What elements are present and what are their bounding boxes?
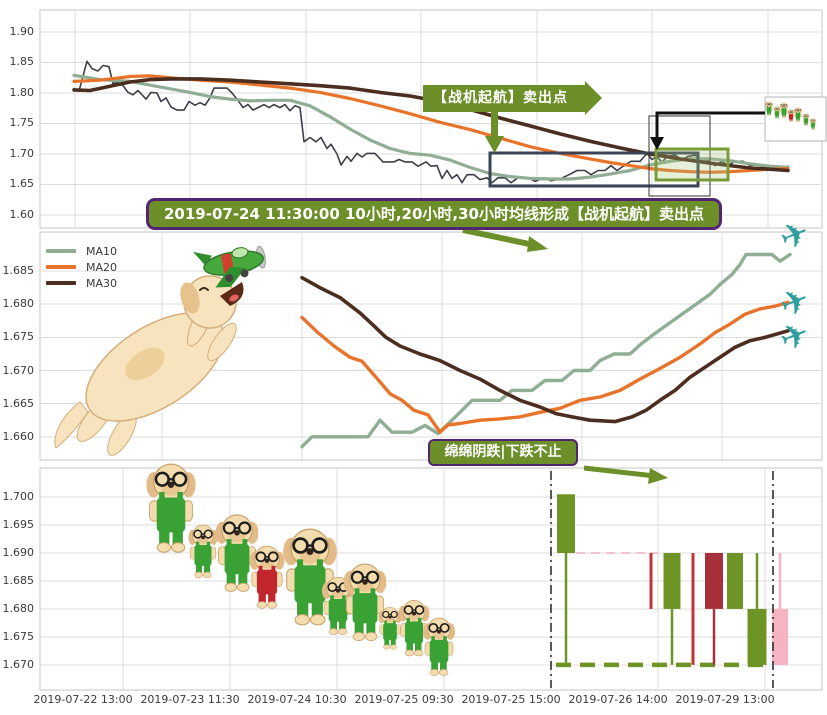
ma30-line-swatch <box>46 281 76 285</box>
y-tick-label: 1.70 <box>9 146 35 160</box>
candle <box>772 552 788 665</box>
ma20-line-swatch <box>46 265 76 269</box>
legend-label: MA30 <box>86 276 118 290</box>
y-tick-label: 1.685 <box>2 264 35 278</box>
highlight-box <box>488 151 700 188</box>
y-tick-label: 1.685 <box>2 573 35 587</box>
y-tick-label: 1.670 <box>2 657 35 671</box>
pattern-thumbnail <box>764 96 827 142</box>
sell-signal-flag: 【战机起航】卖出点 <box>423 81 602 115</box>
x-tick-label: 2019-07-23 11:30 <box>140 693 240 706</box>
MA10-line <box>72 73 790 181</box>
x-tick-label: 2019-07-22 13:00 <box>33 693 133 706</box>
x-tick-label: 2019-07-26 14:00 <box>568 693 668 706</box>
legend-item-ma10: MA10 <box>46 243 117 259</box>
legend-item-ma20: MA20 <box>46 259 117 275</box>
legend-label: MA10 <box>86 244 118 258</box>
y-tick-label: 1.80 <box>9 85 35 99</box>
legend: MA10 MA20 MA30 <box>46 243 117 291</box>
x-tick-label: 2019-07-24 10:30 <box>247 693 347 706</box>
toy-plane-illustration <box>193 245 266 288</box>
y-tick-label: 1.695 <box>2 518 35 532</box>
y-tick-label: 1.675 <box>2 629 35 643</box>
x-tick-label: 2019-07-29 13:00 <box>675 693 775 706</box>
MA10-line <box>300 252 792 449</box>
down-arrow-icon <box>485 112 504 153</box>
y-tick-label: 1.60 <box>9 208 35 221</box>
x-tick-label: 2019-07-25 09:30 <box>354 693 454 706</box>
highlight-box <box>648 115 711 197</box>
y-tick-label: 1.75 <box>9 116 35 130</box>
candle <box>727 552 743 609</box>
y-tick-label: 1.675 <box>2 330 35 344</box>
y-tick-label: 1.665 <box>2 396 35 410</box>
y-tick-label: 1.690 <box>2 545 35 559</box>
candle <box>747 552 767 665</box>
legend-item-ma30: MA30 <box>46 275 117 291</box>
MA30-line <box>300 275 790 424</box>
legend-label: MA20 <box>86 260 118 274</box>
y-tick-label: 1.85 <box>9 55 35 69</box>
y-tick-label: 1.680 <box>2 601 35 615</box>
diagonal-arrow-icon <box>462 227 548 252</box>
callout-arrow-icon <box>650 111 765 150</box>
downtrend-note: 绵绵阴跌|下跌不止 <box>428 439 578 466</box>
y-tick-label: 1.65 <box>9 177 35 191</box>
downtrend-arrow-icon <box>583 465 668 484</box>
y-tick-label: 1.660 <box>2 429 35 443</box>
ma10-line-swatch <box>46 249 76 253</box>
MA20-line <box>300 300 790 434</box>
candle <box>663 552 681 665</box>
candle <box>557 494 575 665</box>
x-tick-label: 2019-07-25 15:00 <box>461 693 561 706</box>
sell-signal-note: 2019-07-24 11:30:00 10小时,20小时,30小时均线形成【战… <box>146 198 722 230</box>
y-tick-label: 1.700 <box>2 490 35 504</box>
y-tick-label: 1.670 <box>2 363 35 377</box>
jumping-dog-illustration <box>54 275 244 456</box>
highlight-box <box>654 147 730 182</box>
candle <box>705 552 723 665</box>
y-tick-label: 1.90 <box>9 24 35 38</box>
y-tick-label: 1.680 <box>2 297 35 311</box>
